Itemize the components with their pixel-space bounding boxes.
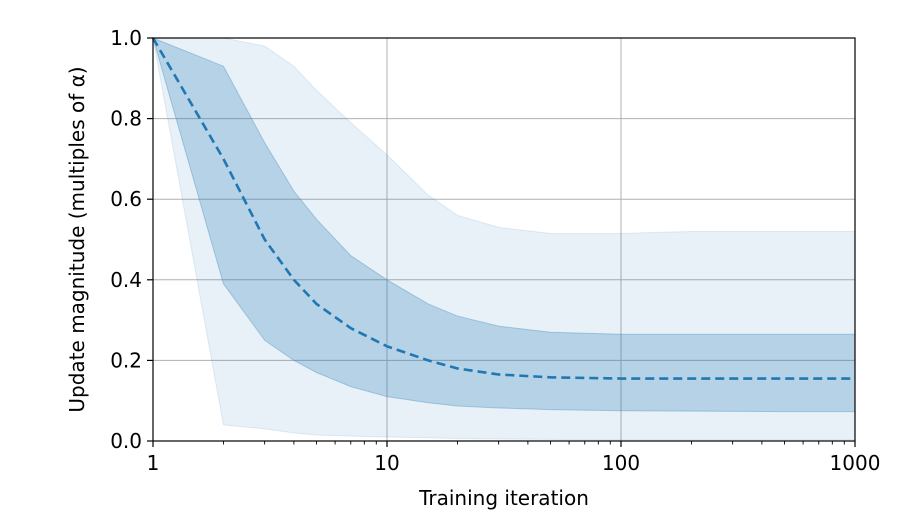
x-tick-label-0: 1 (147, 451, 160, 475)
x-tick-label-2: 100 (602, 451, 640, 475)
y-tick-label-3: 0.6 (110, 187, 142, 211)
plot-frame (152, 37, 856, 442)
y-tick-label-0: 0.0 (110, 429, 142, 453)
mean-line-0 (151, 37, 855, 380)
x-axis-label: Training iteration (418, 486, 589, 510)
y-tick-label-2: 0.4 (110, 268, 142, 292)
x-tick-labels: 1 10 100 1000 (147, 451, 881, 475)
data-lines (151, 37, 855, 380)
x-tick-label-1: 10 (374, 451, 399, 475)
y-axis-label: Update magnitude (multiples of α) (65, 66, 89, 412)
y-tick-label-1: 0.2 (110, 348, 142, 372)
y-tick-label-4: 0.8 (110, 107, 142, 131)
x-tick-label-3: 1000 (830, 451, 881, 475)
y-tick-label-5: 1.0 (110, 26, 142, 50)
axis-ticks (147, 37, 856, 447)
y-tick-labels: 0.0 0.2 0.4 0.6 0.8 1.0 (110, 26, 142, 453)
